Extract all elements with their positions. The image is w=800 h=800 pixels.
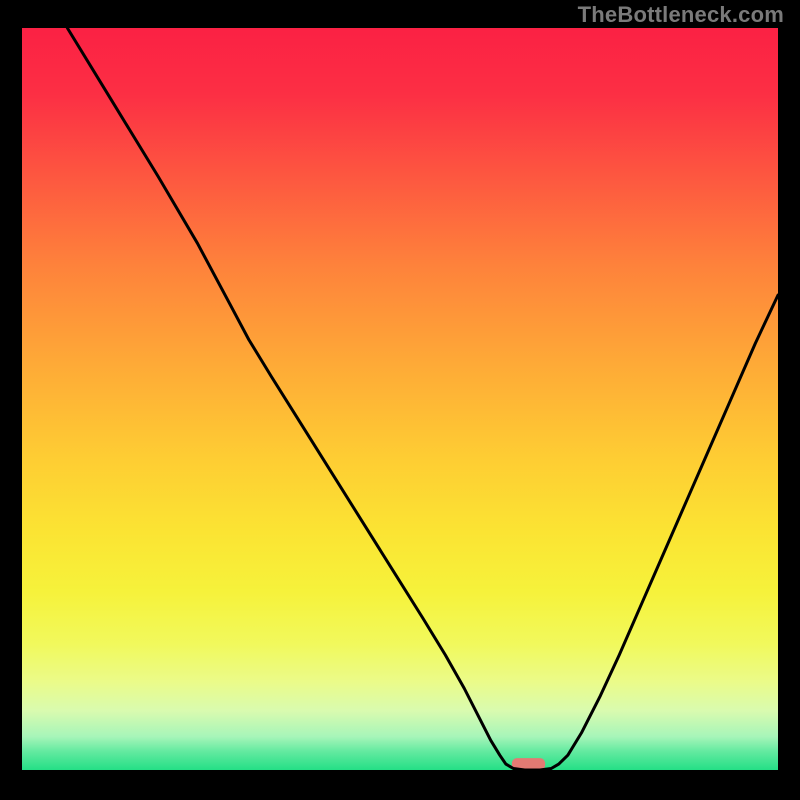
- bottleneck-curve-chart: [0, 0, 800, 800]
- chart-stage: TheBottleneck.com: [0, 0, 800, 800]
